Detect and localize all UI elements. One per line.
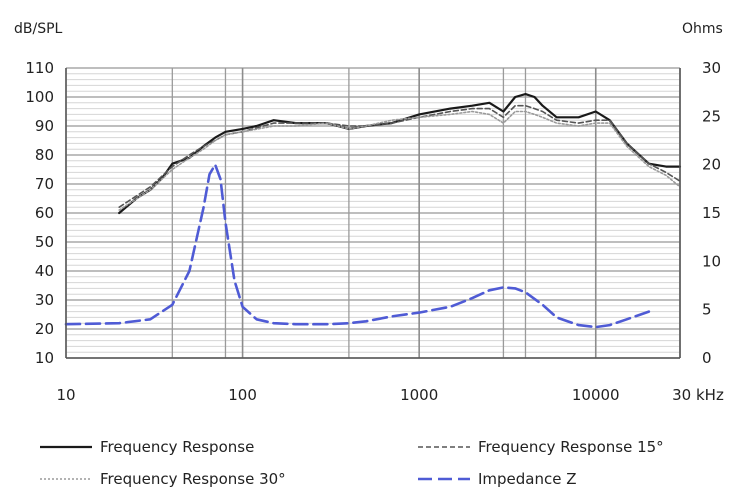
y-right-tick-label: 0 [702,349,712,367]
y-right-tick-label: 10 [702,252,721,270]
series-line-1 [118,104,681,208]
y-left-tick-label: 40 [35,262,54,280]
y-right-tick-label: 20 [702,156,721,174]
y-left-tick-label: 80 [35,146,54,164]
y-left-tick-label: 60 [35,204,54,222]
y-left-tick-label: 110 [25,59,54,77]
series-line-2 [118,110,681,211]
y-left-tick-label: 20 [35,320,54,338]
legend-label: Frequency Response 15° [478,438,664,456]
x-tick-label: 1000 [400,386,438,404]
y-left-tick-label: 90 [35,117,54,135]
tick-labels: 10 20 30 40 50 60 70 80 90 100 110 0 5 10 15 20 25 30 10 10… [25,59,724,404]
series-lines [64,92,682,329]
y-right-unit-label: Ohms [682,21,723,37]
y-right-tick-label: 30 [702,59,721,77]
legend-label: Frequency Response [100,438,254,456]
x-tick-label: 100 [228,386,257,404]
x-tick-label: 10 [56,386,75,404]
y-left-tick-label: 30 [35,291,54,309]
series-line-3 [64,163,651,329]
x-tick-label: 10000 [572,386,620,404]
y-right-tick-label: 5 [702,301,712,319]
y-left-unit-label: dB/SPL [14,21,63,37]
x-tick-label: 30 kHz [672,386,724,404]
y-left-tick-label: 50 [35,233,54,251]
y-left-tick-label: 70 [35,175,54,193]
legend: Frequency Response Frequency Response 15°… [40,438,664,488]
y-left-tick-label: 100 [25,88,54,106]
y-right-tick-label: 15 [702,204,721,222]
y-right-tick-label: 25 [702,107,721,125]
y-left-tick-label: 10 [35,349,54,367]
grid [65,67,681,359]
legend-label: Frequency Response 30° [100,470,286,488]
axes [65,68,681,359]
legend-label: Impedance Z [478,470,577,488]
